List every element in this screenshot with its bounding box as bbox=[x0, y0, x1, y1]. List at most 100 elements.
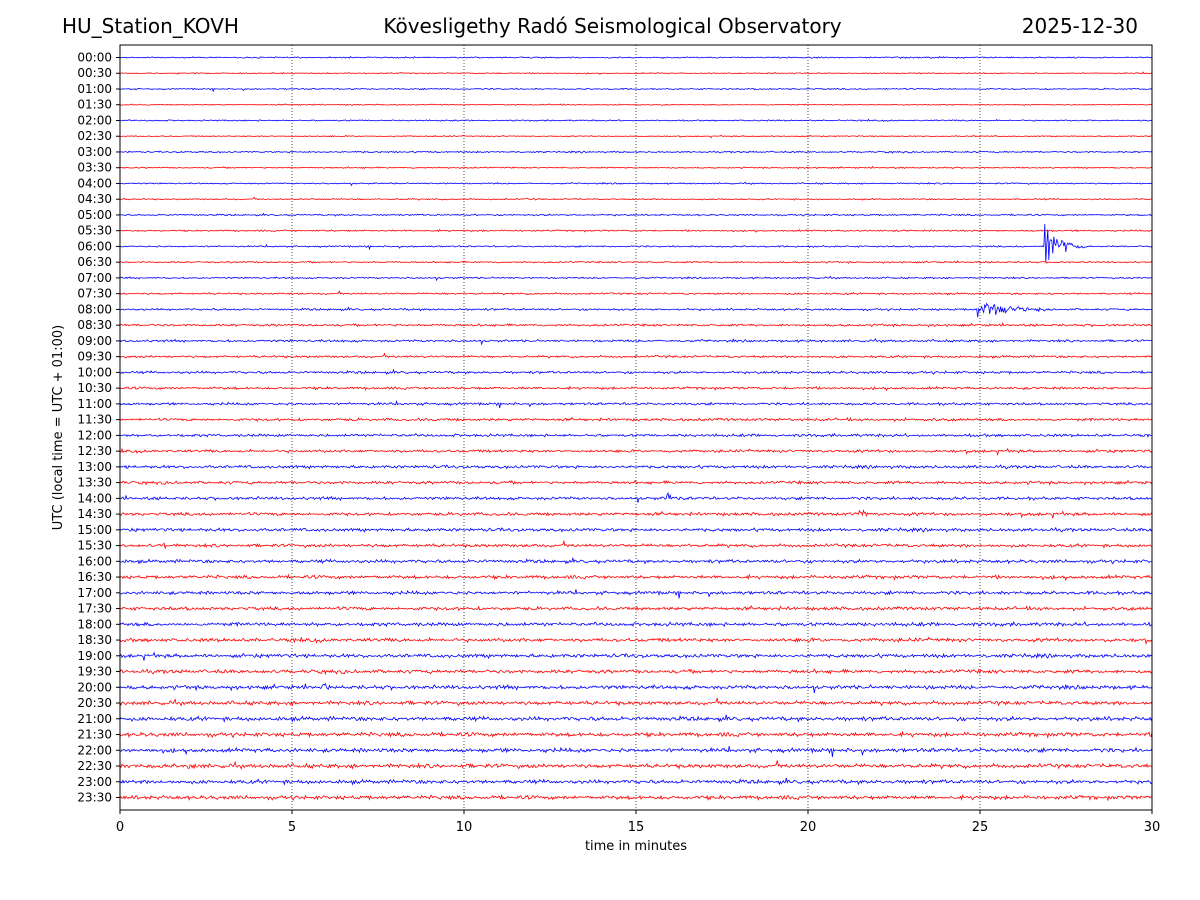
trace-0200 bbox=[119, 118, 1153, 122]
y-tick-label: 16:00 bbox=[77, 554, 112, 568]
trace-1930 bbox=[119, 668, 1153, 676]
y-tick-label: 22:00 bbox=[77, 743, 112, 757]
y-tick-label: 06:00 bbox=[77, 239, 112, 253]
trace-1700 bbox=[120, 589, 1153, 599]
y-tick-label: 10:00 bbox=[77, 365, 112, 379]
station-name: HU_Station_KOVH bbox=[62, 14, 239, 38]
y-tick-label: 01:00 bbox=[77, 82, 112, 96]
y-tick-label: 21:00 bbox=[77, 712, 112, 726]
trace-1230 bbox=[119, 447, 1153, 457]
y-tick-label: 21:30 bbox=[77, 728, 112, 742]
y-tick-label: 14:30 bbox=[77, 507, 112, 521]
y-tick-label: 09:00 bbox=[77, 334, 112, 348]
y-tick-label: 17:00 bbox=[77, 586, 112, 600]
trace-2100 bbox=[119, 714, 1153, 723]
trace-0630 bbox=[119, 260, 1153, 265]
y-tick-label: 08:30 bbox=[77, 318, 112, 332]
trace-0900 bbox=[119, 338, 1153, 346]
trace-1800 bbox=[119, 621, 1153, 628]
y-tick-label: 02:30 bbox=[77, 129, 112, 143]
y-tick-label: 23:30 bbox=[77, 791, 112, 805]
x-tick-label: 0 bbox=[116, 820, 124, 835]
chart-date: 2025-12-30 bbox=[1021, 14, 1138, 38]
trace-1500 bbox=[119, 526, 1153, 533]
y-tick-label: 11:00 bbox=[77, 397, 112, 411]
trace-1300 bbox=[119, 464, 1153, 470]
trace-0130 bbox=[119, 103, 1153, 106]
trace-0230 bbox=[119, 134, 1153, 139]
trace-2230 bbox=[119, 760, 1153, 770]
trace-2300 bbox=[119, 777, 1153, 786]
trace-1600 bbox=[119, 557, 1153, 565]
y-tick-label: 18:00 bbox=[77, 617, 112, 631]
y-tick-label: 01:30 bbox=[77, 98, 112, 112]
y-tick-label: 07:30 bbox=[77, 287, 112, 301]
trace-2130 bbox=[119, 730, 1153, 739]
trace-1530 bbox=[119, 539, 1153, 549]
trace-0830 bbox=[120, 322, 1153, 328]
trace-0430 bbox=[119, 196, 1152, 201]
y-tick-label: 04:30 bbox=[77, 192, 112, 206]
trace-2000 bbox=[119, 682, 1153, 693]
trace-1430 bbox=[119, 509, 1153, 519]
trace-1030 bbox=[119, 385, 1153, 392]
y-tick-label: 18:30 bbox=[77, 633, 112, 647]
y-tick-label: 17:30 bbox=[77, 602, 112, 616]
y-tick-label: 16:30 bbox=[77, 570, 112, 584]
y-tick-label: 00:30 bbox=[77, 66, 112, 80]
y-tick-label: 03:00 bbox=[77, 145, 112, 159]
y-tick-label: 07:00 bbox=[77, 271, 112, 285]
y-axis-label: UTC (local time = UTC + 01:00) bbox=[51, 325, 66, 530]
y-tick-label: 05:00 bbox=[77, 208, 112, 222]
trace-2030 bbox=[119, 697, 1153, 707]
x-tick-label: 20 bbox=[800, 820, 817, 835]
trace-1000 bbox=[119, 368, 1153, 375]
y-tick-label: 19:00 bbox=[77, 649, 112, 663]
y-tick-label: 00:00 bbox=[77, 51, 112, 65]
y-tick-label: 20:30 bbox=[77, 696, 112, 710]
trace-0930 bbox=[119, 352, 1153, 359]
x-tick-label: 15 bbox=[628, 820, 645, 835]
trace-1400 bbox=[119, 492, 1153, 503]
trace-0030 bbox=[119, 71, 1153, 75]
trace-0730 bbox=[119, 290, 1153, 296]
y-tick-label: 19:30 bbox=[77, 665, 112, 679]
y-tick-label: 20:00 bbox=[77, 680, 112, 694]
y-tick-label: 13:30 bbox=[77, 476, 112, 490]
y-tick-label: 09:30 bbox=[77, 350, 112, 364]
y-tick-label: 12:00 bbox=[77, 428, 112, 442]
y-tick-label: 10:30 bbox=[77, 381, 112, 395]
x-tick-label: 5 bbox=[288, 820, 296, 835]
y-tick-label: 02:00 bbox=[77, 113, 112, 127]
trace-1100 bbox=[119, 400, 1153, 409]
trace-2200 bbox=[119, 746, 1153, 757]
y-tick-label: 06:30 bbox=[77, 255, 112, 269]
trace-1200 bbox=[119, 432, 1153, 438]
trace-0400 bbox=[119, 181, 1153, 187]
x-tick-label: 10 bbox=[456, 820, 473, 835]
trace-0530 bbox=[119, 229, 1153, 233]
y-tick-label: 08:00 bbox=[77, 302, 112, 316]
trace-2330 bbox=[119, 793, 1153, 802]
y-tick-label: 13:00 bbox=[77, 460, 112, 474]
trace-0000 bbox=[119, 56, 1153, 59]
y-tick-label: 12:30 bbox=[77, 444, 112, 458]
trace-1630 bbox=[119, 573, 1153, 582]
trace-0300 bbox=[119, 150, 1153, 154]
trace-0330 bbox=[119, 165, 1153, 170]
x-tick-label: 25 bbox=[972, 820, 989, 835]
trace-1830 bbox=[119, 636, 1153, 645]
y-tick-label: 11:30 bbox=[77, 413, 112, 427]
y-tick-label: 23:00 bbox=[77, 775, 112, 789]
y-tick-label: 15:00 bbox=[77, 523, 112, 537]
y-tick-label: 14:00 bbox=[77, 491, 112, 505]
trace-0800 bbox=[120, 302, 1153, 318]
trace-1900 bbox=[119, 651, 1153, 661]
x-tick-label: 30 bbox=[1144, 820, 1161, 835]
trace-0500 bbox=[120, 212, 1153, 217]
trace-0100 bbox=[119, 87, 1153, 93]
trace-1730 bbox=[119, 604, 1153, 612]
x-axis-label: time in minutes bbox=[585, 839, 687, 854]
y-tick-label: 05:30 bbox=[77, 224, 112, 238]
